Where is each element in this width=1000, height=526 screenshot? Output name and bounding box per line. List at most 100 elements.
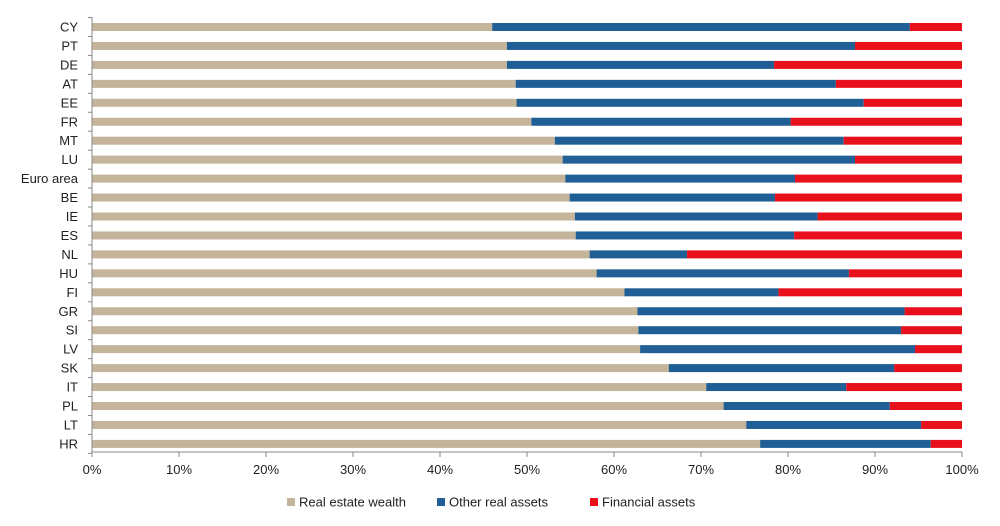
x-tick-label-50: 50% bbox=[514, 462, 540, 477]
bar-pt-financial-assets bbox=[854, 41, 962, 50]
x-tick-label-40: 40% bbox=[427, 462, 453, 477]
bar-es-other-real-assets bbox=[575, 231, 795, 240]
category-label-it: IT bbox=[66, 380, 78, 395]
bar-de-other-real-assets bbox=[506, 60, 775, 69]
legend-label-other-real-assets: Other real assets bbox=[449, 495, 548, 510]
bars-group bbox=[92, 23, 962, 448]
bar-hr-other-real-assets bbox=[760, 439, 931, 448]
bar-pt-real-estate-wealth bbox=[92, 41, 507, 50]
bar-pl-financial-assets bbox=[889, 402, 962, 410]
legend-label-real-estate-wealth: Real estate wealth bbox=[299, 495, 406, 510]
category-label-at: AT bbox=[62, 76, 78, 91]
bar-at-other-real-assets bbox=[515, 79, 836, 88]
bar-si-real-estate-wealth bbox=[92, 326, 639, 335]
category-label-hr: HR bbox=[59, 436, 78, 451]
bar-fi-real-estate-wealth bbox=[92, 288, 625, 297]
bar-fr-financial-assets bbox=[790, 117, 962, 126]
bar-be-real-estate-wealth bbox=[92, 193, 570, 202]
category-label-pl: PL bbox=[62, 399, 78, 414]
category-label-gr: GR bbox=[59, 304, 79, 319]
bar-hu-real-estate-wealth bbox=[92, 269, 597, 278]
category-label-pt: PT bbox=[61, 38, 78, 53]
category-label-ie: IE bbox=[66, 209, 79, 224]
bar-hr-financial-assets bbox=[930, 439, 962, 448]
bar-sk-financial-assets bbox=[894, 364, 962, 373]
bar-fr-other-real-assets bbox=[531, 117, 791, 126]
bar-mt-real-estate-wealth bbox=[92, 136, 555, 145]
category-label-euro-area: Euro area bbox=[21, 171, 79, 186]
bar-mt-other-real-assets bbox=[554, 136, 844, 145]
bar-de-real-estate-wealth bbox=[92, 60, 507, 69]
bar-pl-other-real-assets bbox=[723, 402, 890, 410]
bar-es-real-estate-wealth bbox=[92, 231, 576, 240]
category-label-nl: NL bbox=[61, 247, 78, 262]
x-axis: 0% 10% 20% 30% 40% 50% 60% 70% 80% 90% 100% bbox=[83, 17, 979, 477]
bar-ie-real-estate-wealth bbox=[92, 212, 575, 221]
bar-si-financial-assets bbox=[901, 326, 962, 335]
bar-cy-other-real-assets bbox=[492, 23, 910, 31]
category-label-lu: LU bbox=[61, 152, 78, 167]
bar-pt-other-real-assets bbox=[506, 41, 855, 50]
category-label-es: ES bbox=[61, 228, 79, 243]
bar-sk-real-estate-wealth bbox=[92, 364, 669, 373]
x-tick-label-30: 30% bbox=[340, 462, 366, 477]
bar-mt-financial-assets bbox=[843, 136, 962, 145]
bar-nl-financial-assets bbox=[687, 250, 962, 259]
bar-si-other-real-assets bbox=[638, 326, 902, 335]
bar-fi-financial-assets bbox=[778, 288, 962, 297]
bar-fr-real-estate-wealth bbox=[92, 117, 532, 126]
bar-fi-other-real-assets bbox=[624, 288, 779, 297]
bar-it-other-real-assets bbox=[706, 383, 847, 392]
bar-lt-real-estate-wealth bbox=[92, 420, 747, 429]
category-label-ee: EE bbox=[61, 95, 79, 110]
category-label-lv: LV bbox=[63, 342, 78, 357]
bar-gr-other-real-assets bbox=[637, 307, 905, 316]
x-tick-label-0: 0% bbox=[83, 462, 102, 477]
bar-lv-other-real-assets bbox=[640, 345, 916, 354]
legend-swatch-real-estate-wealth bbox=[287, 498, 295, 506]
category-label-fi: FI bbox=[66, 285, 78, 300]
bar-ie-financial-assets bbox=[817, 212, 962, 221]
bar-lt-other-real-assets bbox=[746, 420, 922, 429]
bar-hu-other-real-assets bbox=[596, 269, 849, 278]
bar-cy-real-estate-wealth bbox=[92, 23, 493, 31]
bar-es-financial-assets bbox=[794, 231, 962, 240]
bar-hr-real-estate-wealth bbox=[92, 439, 761, 448]
bar-lu-other-real-assets bbox=[562, 155, 855, 164]
bar-lu-financial-assets bbox=[854, 155, 962, 164]
category-label-mt: MT bbox=[59, 133, 78, 148]
x-tick-label-70: 70% bbox=[688, 462, 714, 477]
bar-pl-real-estate-wealth bbox=[92, 402, 724, 410]
bar-cy-financial-assets bbox=[909, 23, 962, 31]
legend: Real estate wealth Other real assets Finan… bbox=[287, 495, 696, 510]
x-tick-label-100: 100% bbox=[945, 462, 979, 477]
x-tick-label-80: 80% bbox=[775, 462, 801, 477]
bar-ee-other-real-assets bbox=[516, 98, 864, 107]
category-label-si: SI bbox=[66, 323, 78, 338]
bar-lu-real-estate-wealth bbox=[92, 155, 563, 164]
bar-euro-area-real-estate-wealth bbox=[92, 174, 566, 183]
bar-nl-other-real-assets bbox=[589, 250, 688, 259]
bar-sk-other-real-assets bbox=[668, 364, 895, 373]
bar-euro-area-financial-assets bbox=[794, 174, 962, 183]
bar-lt-financial-assets bbox=[921, 420, 962, 429]
bar-it-financial-assets bbox=[846, 383, 962, 392]
bar-hu-financial-assets bbox=[848, 269, 962, 278]
bar-it-real-estate-wealth bbox=[92, 383, 707, 392]
category-label-cy: CY bbox=[60, 20, 78, 35]
category-label-sk: SK bbox=[61, 361, 79, 376]
x-tick-label-60: 60% bbox=[601, 462, 627, 477]
x-tick-label-10: 10% bbox=[166, 462, 192, 477]
bar-ee-real-estate-wealth bbox=[92, 98, 517, 107]
bar-lv-financial-assets bbox=[915, 345, 962, 354]
bar-nl-real-estate-wealth bbox=[92, 250, 590, 259]
bar-at-financial-assets bbox=[835, 79, 962, 88]
bar-ee-financial-assets bbox=[863, 98, 962, 107]
bar-be-financial-assets bbox=[774, 193, 962, 202]
legend-swatch-financial-assets bbox=[590, 498, 598, 506]
x-tick-label-90: 90% bbox=[862, 462, 888, 477]
bar-euro-area-other-real-assets bbox=[565, 174, 795, 183]
bar-be-other-real-assets bbox=[569, 193, 775, 202]
bar-de-financial-assets bbox=[774, 60, 962, 69]
